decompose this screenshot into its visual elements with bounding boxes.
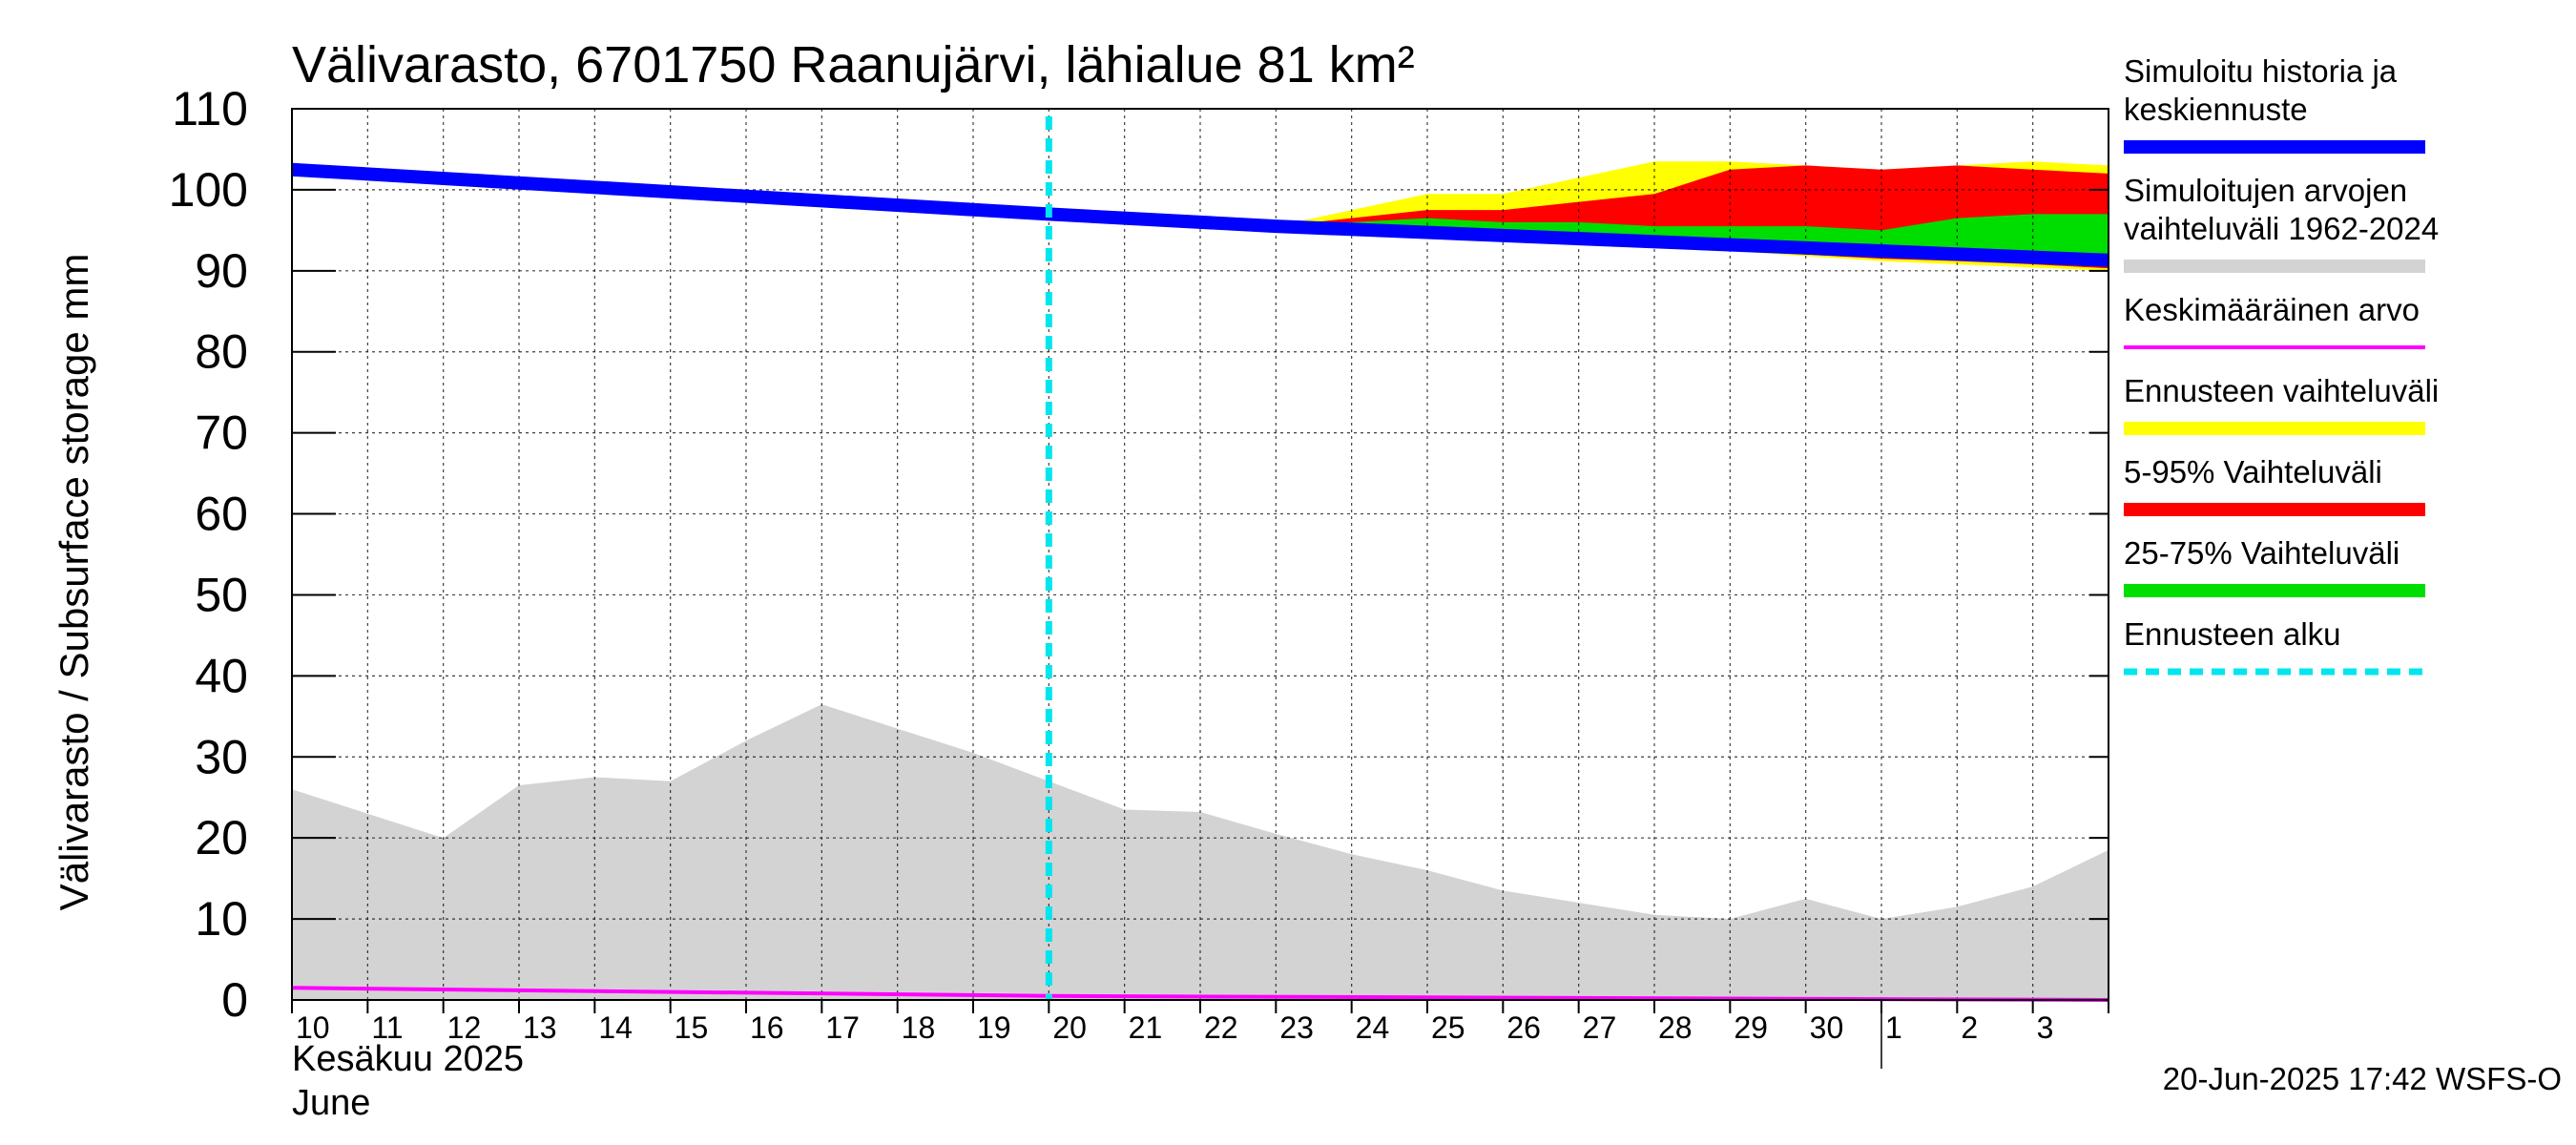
axes bbox=[291, 108, 2109, 1069]
x-tick-label: 29 bbox=[1734, 1010, 1768, 1045]
y-tick-label: 10 bbox=[195, 892, 248, 946]
x-tick-label: 3 bbox=[2037, 1010, 2054, 1045]
x-tick-label: 28 bbox=[1658, 1010, 1693, 1045]
x-tick-label: 12 bbox=[447, 1010, 482, 1045]
legend-label: Keskimääräinen arvo bbox=[2124, 292, 2420, 327]
x-tick-label: 27 bbox=[1583, 1010, 1617, 1045]
x-tick-label: 23 bbox=[1279, 1010, 1314, 1045]
month-label-fi: Kesäkuu 2025 bbox=[292, 1039, 524, 1079]
y-tick-label: 110 bbox=[172, 82, 248, 135]
x-tick-label: 21 bbox=[1129, 1010, 1163, 1045]
chart-areas bbox=[292, 161, 2109, 1000]
y-tick-label: 50 bbox=[195, 568, 248, 621]
x-tick-label: 17 bbox=[825, 1010, 860, 1045]
x-tick-label: 10 bbox=[296, 1010, 330, 1045]
x-tick-label: 30 bbox=[1810, 1010, 1844, 1045]
y-tick-label: 80 bbox=[195, 325, 248, 379]
month-label-en: June bbox=[292, 1083, 370, 1123]
x-tick-label: 2 bbox=[1961, 1010, 1978, 1045]
x-tick-label: 14 bbox=[598, 1010, 633, 1045]
y-tick-label: 0 bbox=[221, 973, 248, 1027]
x-tick-label: 11 bbox=[371, 1010, 403, 1045]
grid-lines bbox=[292, 109, 2109, 1000]
y-axis-label: Välivarasto / Subsurface storage mm bbox=[52, 254, 96, 911]
y-tick-label: 100 bbox=[169, 163, 248, 217]
y-tick-label: 90 bbox=[195, 244, 248, 298]
x-tick-label: 22 bbox=[1204, 1010, 1238, 1045]
y-tick-label: 30 bbox=[195, 730, 248, 783]
legend-label: 5-95% Vaihteluväli bbox=[2124, 454, 2382, 489]
legend-label: Simuloitujen arvojen bbox=[2124, 173, 2407, 208]
legend-label: 25-75% Vaihteluväli bbox=[2124, 535, 2399, 571]
x-tick-label: 20 bbox=[1052, 1010, 1087, 1045]
legend-label: Simuloitu historia ja bbox=[2124, 53, 2398, 89]
x-tick-label: 24 bbox=[1356, 1010, 1390, 1045]
y-tick-label: 20 bbox=[195, 811, 248, 864]
history-forecast-line bbox=[291, 162, 2109, 267]
x-tick-label: 26 bbox=[1506, 1010, 1541, 1045]
y-tick-label: 70 bbox=[195, 406, 248, 460]
legend-label: keskiennuste bbox=[2124, 92, 2308, 127]
y-tick-label: 40 bbox=[195, 649, 248, 702]
legend-label: Ennusteen vaihteluväli bbox=[2124, 373, 2439, 408]
y-tick-label: 60 bbox=[195, 488, 248, 541]
x-tick-label: 1 bbox=[1885, 1010, 1902, 1045]
x-tick-label: 18 bbox=[902, 1010, 936, 1045]
chart-lines bbox=[291, 116, 2109, 1002]
x-tick-label: 16 bbox=[750, 1010, 784, 1045]
x-tick-label: 13 bbox=[523, 1010, 557, 1045]
timestamp: 20-Jun-2025 17:42 WSFS-O bbox=[2163, 1061, 2562, 1096]
x-tick-label: 19 bbox=[977, 1010, 1011, 1045]
chart-title: Välivarasto, 6701750 Raanujärvi, lähialu… bbox=[292, 36, 1415, 94]
legend-label: vaihteluväli 1962-2024 bbox=[2124, 211, 2439, 246]
legend-label: Ennusteen alku bbox=[2124, 616, 2341, 652]
x-tick-label: 15 bbox=[675, 1010, 709, 1045]
x-tick-label: 25 bbox=[1431, 1010, 1465, 1045]
